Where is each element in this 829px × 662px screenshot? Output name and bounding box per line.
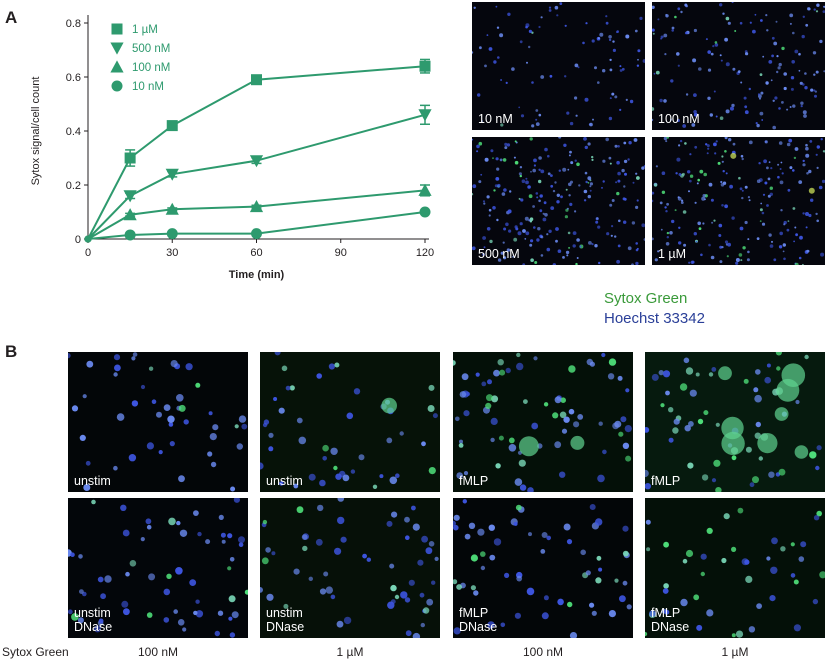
y-tick-label: 0.8	[66, 18, 81, 30]
micrograph-1um: 1 µM	[652, 137, 825, 265]
data-point	[418, 183, 432, 196]
data-point	[123, 208, 137, 221]
y-tick-label: 0.4	[66, 126, 81, 138]
data-point	[251, 228, 262, 240]
series-line	[87, 113, 426, 240]
data-point	[418, 109, 432, 122]
x-tick-label: 120	[416, 247, 434, 259]
data-point	[124, 229, 136, 241]
data-point	[123, 190, 137, 203]
micrograph-b-r1c3: fMLP	[453, 352, 633, 492]
legend-marker	[111, 80, 123, 92]
data-point	[251, 74, 262, 86]
x-tick-label: 30	[166, 247, 178, 259]
data-point	[166, 228, 178, 240]
data-point	[419, 206, 431, 218]
micrograph-100nm: 100 nM	[652, 2, 825, 130]
legend-marker	[110, 60, 124, 73]
micrograph-label: 1 µM	[658, 247, 687, 261]
concentration-label: 1 µM	[336, 645, 364, 659]
y-tick-label: 0.2	[66, 180, 81, 192]
data-point	[84, 235, 92, 243]
legend-label: 10 nM	[132, 81, 164, 93]
data-point	[249, 155, 264, 168]
x-tick-label: 90	[335, 247, 347, 259]
micrograph-10nm: 10 nM	[472, 2, 645, 130]
concentration-label: 1 µM	[721, 645, 749, 659]
x-tick-label: 60	[250, 247, 262, 259]
y-tick-label: 0	[75, 234, 81, 246]
micrograph-label: fMLP DNase	[459, 606, 498, 634]
y-tick-label: 0.6	[66, 72, 81, 84]
legend-marker	[111, 23, 123, 35]
micrograph-label: unstim	[74, 474, 111, 488]
concentration-label: 100 nM	[137, 645, 179, 659]
micrograph-label: unstim DNase	[74, 606, 113, 634]
data-point	[166, 120, 178, 132]
micrograph-label: fMLP DNase	[651, 606, 690, 634]
micrograph-b-r1c2: unstim	[260, 352, 440, 492]
micrograph-b-r2c1: unstim DNase	[68, 498, 248, 638]
micrograph-b-r1c4: fMLP	[645, 352, 825, 492]
micrograph-label: 100 nM	[658, 112, 700, 126]
micrograph-label: unstim	[266, 474, 303, 488]
x-tick-label: 0	[85, 247, 91, 259]
legend-label: 1 µM	[132, 24, 158, 36]
data-point	[124, 152, 136, 164]
legend-label: 500 nM	[132, 43, 170, 55]
sytox-time-course-chart: 0 0.2 0.4 0.6 0.8 0 30 60 90 120 Time (min) Sytox s…	[30, 15, 434, 281]
data-point	[249, 200, 264, 213]
sytox-green-legend: Sytox Green	[604, 290, 688, 307]
micrograph-label: fMLP	[651, 474, 681, 488]
data-point	[419, 60, 431, 72]
micrograph-b-r2c3: fMLP DNase	[453, 498, 633, 638]
micrograph-b-r1c1: unstim	[68, 352, 248, 492]
x-axis-label: Time (min)	[229, 269, 285, 281]
panel-b-label: B	[5, 342, 18, 361]
micrograph-label: unstim DNase	[266, 606, 305, 634]
micrograph-b-r2c2: unstim DNase	[260, 498, 440, 638]
concentration-label: 100 nM	[522, 645, 564, 659]
hoechst-legend: Hoechst 33342	[604, 310, 705, 327]
micrograph-label: 500 nM	[478, 247, 520, 261]
data-point	[165, 202, 179, 215]
micrograph-label: 10 nM	[478, 112, 513, 126]
legend-label: 100 nM	[132, 62, 170, 74]
legend-marker	[110, 42, 124, 55]
micrograph-b-r2c4: fMLP DNase	[645, 498, 825, 638]
micrograph-500nm: 500 nM	[472, 137, 645, 265]
micrograph-label: fMLP	[459, 474, 489, 488]
data-point	[165, 168, 179, 181]
panel-a-label: A	[5, 8, 18, 27]
y-axis-label: Sytox signal/cell count	[30, 77, 42, 186]
bottom-row-label: Sytox Green	[2, 645, 69, 659]
